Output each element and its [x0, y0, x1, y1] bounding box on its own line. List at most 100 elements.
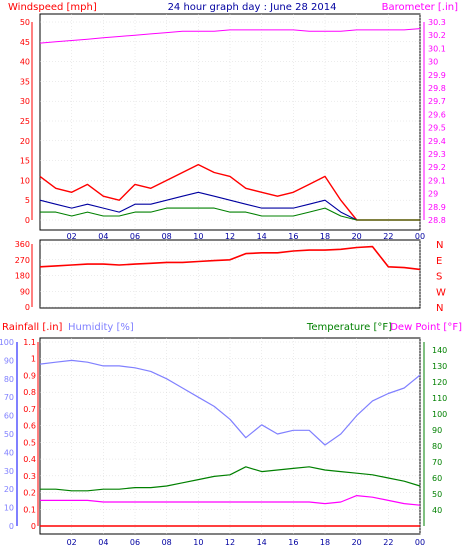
baro-tick-label: 28.8 — [428, 216, 446, 225]
barometer-axis-label: Barometer [.in] — [382, 2, 458, 13]
temperature-tick-label: 120 — [432, 378, 447, 387]
hour-label-bottom: 00 — [415, 538, 425, 547]
hour-label-top: 16 — [288, 232, 298, 241]
humidity-tick-label: 40 — [4, 448, 14, 457]
temperature-tick-label: 110 — [432, 394, 447, 403]
hour-label-top: 12 — [225, 232, 235, 241]
baro-tick-label: 29.9 — [428, 71, 446, 80]
wind-tick-label: 5 — [25, 196, 30, 205]
hour-label-bottom: 06 — [130, 538, 140, 547]
rain-tick-label: 0.4 — [23, 455, 36, 464]
hour-labels: 02 02 04 04 06 06 08 08 10 10 12 12 14 14 16 16 18 18 20 20… — [67, 232, 426, 547]
windspeed-axis-label: Windspeed [mph] — [8, 2, 97, 13]
hour-label-bottom: 20 — [352, 538, 362, 547]
barometer-line — [39, 28, 421, 44]
direction-tick-label: 360 — [15, 240, 30, 249]
wind-tick-label: 25 — [20, 117, 30, 126]
humidity-tick-label: 10 — [4, 504, 14, 513]
wind2-line — [40, 207, 420, 221]
direction-tick-label: 90 — [20, 287, 30, 296]
temperature-tick-label: 50 — [432, 490, 442, 499]
humidity-legend: Humidity [%] — [68, 322, 134, 333]
hour-label-bottom: 18 — [320, 538, 330, 547]
baro-tick-label: 29.3 — [428, 150, 446, 159]
humidity-tick-label: 50 — [4, 430, 14, 439]
rain-tick-label: 0.3 — [23, 472, 36, 481]
hour-label-top: 10 — [193, 232, 203, 241]
humidity-line — [39, 359, 421, 446]
baro-tick-label: 30.1 — [428, 44, 446, 53]
rain-tick-label: 0.7 — [23, 405, 36, 414]
temperature-tick-label: 40 — [432, 506, 442, 515]
hour-label-bottom: 02 — [67, 538, 77, 547]
rain-tick-label: 0.6 — [23, 422, 36, 431]
hour-label-top: 08 — [162, 232, 172, 241]
hour-label-top: 22 — [383, 232, 393, 241]
humidity-tick-label: 90 — [4, 356, 14, 365]
dewpoint-line — [40, 495, 421, 506]
temperature-legend: Temperature [°F] — [306, 322, 392, 333]
humidity-tick-label: 70 — [4, 393, 14, 402]
humidity-tick-label: 100 — [0, 338, 14, 347]
rain-tick-label: 0 — [31, 522, 36, 531]
baro-tick-label: 29 — [428, 190, 438, 199]
wind-tick-label: 15 — [20, 157, 30, 166]
baro-tick-label: 29.4 — [428, 137, 446, 146]
compass-letter: N — [436, 303, 443, 314]
rain-tick-label: 0.5 — [23, 438, 36, 447]
wind-tick-label: 35 — [20, 77, 30, 86]
hour-label-bottom: 04 — [98, 538, 108, 547]
wind-tick-label: 40 — [20, 58, 30, 67]
compass-letter: S — [436, 272, 442, 283]
wind-tick-label: 10 — [20, 176, 30, 185]
compass-letter: W — [436, 287, 446, 298]
direction-tick-label: 0 — [25, 303, 30, 312]
rain-tick-label: 0.1 — [23, 505, 36, 514]
hour-label-bottom: 12 — [225, 538, 235, 547]
baro-tick-label: 30.2 — [428, 31, 446, 40]
hour-label-top: 20 — [352, 232, 362, 241]
rain-tick-label: 1.1 — [23, 338, 36, 347]
hour-label-bottom: 08 — [162, 538, 172, 547]
wind-tick-label: 0 — [25, 216, 30, 225]
temperature-tick-label: 100 — [432, 410, 447, 419]
temperature-tick-label: 60 — [432, 474, 442, 483]
hour-label-top: 06 — [130, 232, 140, 241]
hour-label-bottom: 22 — [383, 538, 393, 547]
axis-ticks: 0510152025303540455028.828.92929.129.229… — [0, 18, 447, 531]
compass-letter: N — [436, 240, 443, 251]
temperature-tick-label: 90 — [432, 426, 442, 435]
wind-tick-label: 45 — [20, 38, 30, 47]
baro-tick-label: 29.8 — [428, 84, 446, 93]
temperature-tick-label: 130 — [432, 362, 447, 371]
wind-tick-label: 50 — [20, 18, 30, 27]
hour-label-bottom: 14 — [257, 538, 267, 547]
series-layer — [39, 28, 421, 527]
baro-tick-label: 28.9 — [428, 203, 446, 212]
baro-tick-label: 30 — [428, 58, 438, 67]
compass-letter: E — [436, 256, 442, 267]
grid-lines — [40, 14, 421, 534]
direction-tick-label: 180 — [15, 272, 30, 281]
rain-tick-label: 0.2 — [23, 489, 36, 498]
dewpoint-legend: Dew Point [°F] — [390, 322, 462, 333]
rainfall-legend: Rainfall [.in] — [2, 322, 63, 333]
hour-label-top: 00 — [415, 232, 425, 241]
hour-label-top: 04 — [98, 232, 108, 241]
hour-label-bottom: 16 — [288, 538, 298, 547]
direction-tick-label: 270 — [15, 256, 30, 265]
temperature-line — [40, 466, 421, 492]
hour-label-top: 18 — [320, 232, 330, 241]
page-title: 24 hour graph day : June 28 2014 — [168, 2, 337, 13]
temperature-tick-label: 80 — [432, 442, 442, 451]
hour-label-top: 14 — [257, 232, 267, 241]
baro-tick-label: 29.7 — [428, 97, 446, 106]
climate-panel-frame — [39, 337, 421, 535]
wind-direction-line — [39, 245, 421, 271]
wind-tick-label: 20 — [20, 137, 30, 146]
humidity-tick-label: 0 — [9, 522, 14, 531]
baro-tick-label: 29.2 — [428, 163, 446, 172]
